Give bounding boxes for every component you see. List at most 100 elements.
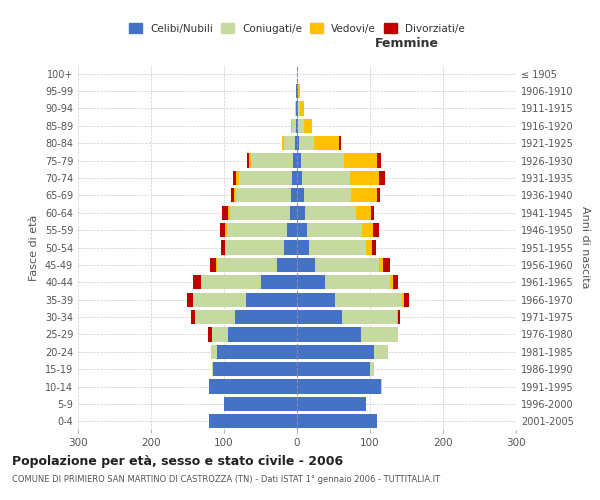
Bar	[340, 136, 341, 150]
Bar	[220, 223, 226, 237]
Bar	[350, 171, 379, 185]
Bar	[374, 344, 388, 359]
Bar	[200, 275, 260, 289]
Text: Femmine: Femmine	[374, 38, 439, 51]
Legend: Celibi/Nubili, Coniugati/e, Vedovi/e, Divorziati/e: Celibi/Nubili, Coniugati/e, Vedovi/e, Di…	[125, 19, 469, 38]
Bar	[297, 84, 298, 98]
Bar	[379, 258, 383, 272]
Bar	[298, 102, 300, 116]
Bar	[296, 118, 297, 133]
Bar	[299, 136, 314, 150]
Bar	[235, 310, 297, 324]
Bar	[344, 154, 377, 168]
Bar	[293, 154, 297, 168]
Bar	[297, 258, 315, 272]
Bar	[211, 344, 217, 359]
Bar	[210, 258, 216, 272]
Bar	[307, 223, 362, 237]
Bar	[383, 258, 391, 272]
Y-axis label: Fasce di età: Fasce di età	[29, 214, 39, 280]
Bar	[239, 171, 292, 185]
Bar	[260, 275, 297, 289]
Bar	[230, 188, 234, 202]
Bar	[191, 310, 195, 324]
Bar	[304, 118, 311, 133]
Bar	[298, 84, 300, 98]
Bar	[296, 102, 297, 116]
Bar	[351, 188, 377, 202]
Bar	[226, 240, 284, 254]
Bar	[291, 118, 292, 133]
Bar	[212, 362, 213, 376]
Bar	[301, 154, 344, 168]
Bar	[221, 240, 225, 254]
Bar	[356, 206, 371, 220]
Bar	[297, 414, 377, 428]
Bar	[246, 292, 297, 307]
Bar	[225, 240, 226, 254]
Bar	[291, 188, 297, 202]
Bar	[292, 118, 296, 133]
Bar	[305, 206, 356, 220]
Bar	[397, 310, 398, 324]
Bar	[297, 240, 310, 254]
Bar	[362, 223, 373, 237]
Bar	[217, 344, 297, 359]
Bar	[227, 206, 230, 220]
Text: Popolazione per età, sesso e stato civile - 2006: Popolazione per età, sesso e stato civil…	[12, 455, 343, 468]
Y-axis label: Anni di nascita: Anni di nascita	[580, 206, 590, 289]
Bar	[297, 328, 361, 342]
Bar	[297, 397, 367, 411]
Bar	[236, 188, 291, 202]
Bar	[297, 380, 381, 394]
Bar	[297, 188, 304, 202]
Bar	[247, 154, 249, 168]
Bar	[277, 258, 297, 272]
Bar	[227, 223, 287, 237]
Bar	[298, 118, 304, 133]
Bar	[398, 310, 400, 324]
Bar	[371, 206, 374, 220]
Bar	[297, 102, 298, 116]
Bar	[297, 344, 374, 359]
Bar	[297, 292, 335, 307]
Bar	[224, 397, 297, 411]
Bar	[379, 171, 385, 185]
Bar	[361, 328, 398, 342]
Bar	[297, 223, 307, 237]
Bar	[222, 206, 227, 220]
Bar	[297, 275, 325, 289]
Bar	[297, 118, 298, 133]
Bar	[325, 275, 391, 289]
Bar	[296, 84, 297, 98]
Bar	[249, 154, 251, 168]
Bar	[404, 292, 409, 307]
Bar	[217, 258, 277, 272]
Bar	[208, 328, 212, 342]
Bar	[402, 292, 404, 307]
Bar	[227, 328, 297, 342]
Bar	[187, 292, 193, 307]
Bar	[297, 310, 342, 324]
Bar	[193, 292, 246, 307]
Bar	[226, 223, 227, 237]
Bar	[381, 380, 382, 394]
Bar	[367, 240, 372, 254]
Bar	[209, 414, 297, 428]
Bar	[302, 171, 350, 185]
Bar	[234, 188, 236, 202]
Bar	[300, 102, 304, 116]
Bar	[233, 171, 236, 185]
Bar	[314, 136, 340, 150]
Bar	[297, 171, 302, 185]
Bar	[209, 380, 297, 394]
Bar	[304, 188, 351, 202]
Bar	[295, 136, 297, 150]
Bar	[292, 171, 297, 185]
Bar	[195, 310, 235, 324]
Bar	[392, 275, 398, 289]
Bar	[377, 188, 380, 202]
Bar	[335, 292, 402, 307]
Bar	[297, 154, 301, 168]
Bar	[284, 240, 297, 254]
